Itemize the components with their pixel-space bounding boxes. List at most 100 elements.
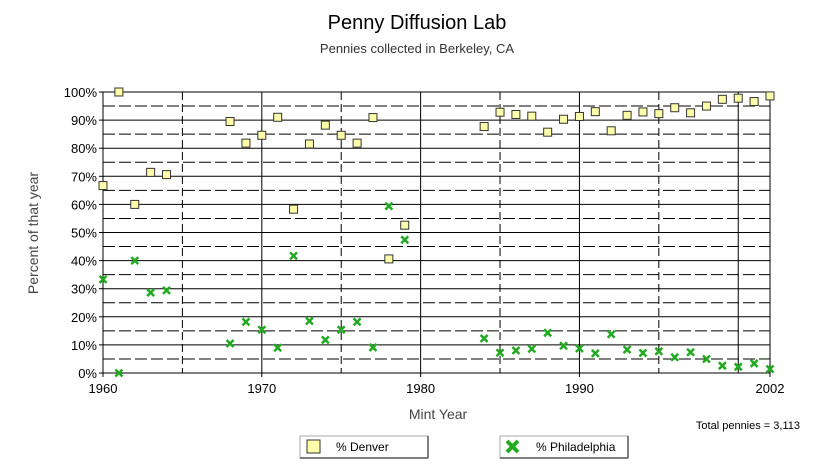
philadelphia-point	[575, 344, 584, 353]
philadelphia-point-stroke-b	[114, 368, 124, 378]
philadelphia-point	[702, 354, 711, 364]
philadelphia-point	[765, 364, 775, 374]
y-axis-ticks: 0% 10% 20% 30% 40% 50% 60% 70% 80% 90% 100%	[64, 85, 103, 381]
philadelphia-point-stroke-b	[384, 201, 394, 211]
philadelphia-point-stroke-b	[511, 346, 521, 355]
denver-point	[368, 113, 378, 123]
denver-point	[654, 109, 664, 119]
philadelphia-point-stroke-b	[527, 344, 537, 354]
denver-point	[638, 107, 648, 117]
data-points	[98, 87, 775, 378]
philadelphia-point	[130, 256, 140, 265]
philadelphia-point	[98, 275, 108, 284]
philadelphia-point-stroke-b	[241, 317, 251, 327]
x-tick-label: 2002	[756, 381, 785, 396]
denver-point	[289, 204, 299, 214]
philadelphia-point-stroke-b	[146, 288, 156, 298]
denver-point	[527, 111, 537, 121]
philadelphia-point-stroke-b	[130, 256, 140, 265]
philadelphia-point	[305, 316, 314, 326]
philadelphia-point-stroke-b	[320, 335, 330, 345]
y-tick-label: 70%	[71, 169, 97, 184]
x-axis-ticks: 1960 1970 1980 1990 2002	[89, 373, 785, 396]
y-tick-label: 90%	[71, 113, 97, 128]
y-tick-label: 60%	[71, 197, 97, 212]
philadelphia-point-stroke-b	[702, 354, 711, 364]
philadelphia-point	[114, 368, 124, 378]
y-tick-label: 20%	[71, 310, 97, 325]
legend-philadelphia-label: % Philadelphia	[536, 440, 616, 454]
grid-lines	[103, 92, 770, 373]
total-pennies-note: Total pennies = 3,113	[696, 420, 800, 432]
y-tick-label: 0%	[78, 366, 97, 381]
philadelphia-point	[511, 346, 521, 355]
philadelphia-point	[257, 325, 267, 335]
denver-point	[320, 120, 330, 130]
denver-point	[733, 93, 743, 103]
x-tick-label: 1960	[89, 381, 118, 396]
philadelphia-point-stroke-b	[495, 348, 505, 358]
philadelphia-point	[654, 346, 664, 356]
philadelphia-point-stroke-b	[590, 348, 600, 358]
denver-point	[352, 138, 362, 148]
denver-point	[98, 181, 108, 191]
philadelphia-point	[543, 328, 553, 338]
philadelphia-point	[749, 359, 759, 368]
philadelphia-point-stroke-b	[559, 341, 568, 351]
philadelphia-point-stroke-b	[305, 316, 314, 326]
philadelphia-point	[479, 334, 489, 343]
philadelphia-point-stroke-b	[479, 334, 489, 343]
denver-point	[273, 112, 283, 122]
denver-point	[590, 107, 600, 117]
y-tick-label: 50%	[71, 226, 97, 241]
philadelphia-point	[717, 361, 727, 371]
legend-philadelphia-marker	[505, 439, 520, 454]
philadelphia-point-stroke-b	[543, 328, 553, 338]
philadelphia-point	[495, 348, 505, 358]
philadelphia-point	[606, 329, 616, 339]
denver-point	[225, 117, 235, 127]
denver-point	[146, 167, 156, 177]
y-tick-label: 80%	[71, 141, 97, 156]
philadelphia-point	[273, 343, 283, 353]
denver-point	[511, 109, 521, 119]
philadelphia-point	[590, 348, 600, 358]
philadelphia-point	[352, 317, 362, 327]
chart-title: Penny Diffusion Lab	[328, 12, 507, 34]
philadelphia-point	[336, 325, 346, 335]
philadelphia-point	[670, 352, 680, 362]
philadelphia-point	[559, 341, 568, 351]
denver-point	[622, 110, 632, 120]
denver-point	[574, 111, 584, 121]
philadelphia-point-stroke-b	[98, 275, 108, 284]
philadelphia-point-stroke-b	[717, 361, 727, 371]
philadelphia-point	[368, 343, 378, 352]
philadelphia-point	[622, 345, 632, 355]
philadelphia-point-stroke-b	[733, 362, 743, 372]
philadelphia-series	[98, 201, 775, 378]
philadelphia-point-stroke-b	[765, 364, 775, 374]
philadelphia-point-stroke-b	[368, 343, 378, 352]
denver-point	[130, 199, 140, 209]
philadelphia-point-stroke-b	[670, 352, 680, 362]
legend: % Denver % Philadelphia	[299, 435, 629, 459]
philadelphia-point	[527, 344, 537, 354]
philadelphia-point-stroke-b	[336, 325, 346, 335]
philadelphia-point	[320, 335, 330, 345]
denver-point	[384, 254, 394, 264]
denver-point	[606, 126, 616, 136]
philadelphia-point	[400, 235, 410, 245]
philadelphia-point-stroke-b	[622, 345, 632, 355]
philadelphia-point-stroke-b	[654, 346, 664, 356]
y-tick-label: 100%	[64, 85, 98, 100]
philadelphia-point-stroke-b	[638, 348, 648, 358]
denver-point	[717, 94, 727, 104]
philadelphia-point	[733, 362, 743, 372]
denver-point	[543, 127, 553, 137]
y-tick-label: 10%	[71, 338, 97, 353]
denver-point	[765, 91, 775, 101]
legend-x-stroke-b	[505, 439, 520, 454]
philadelphia-point	[686, 347, 695, 357]
philadelphia-point-stroke-b	[400, 235, 410, 245]
